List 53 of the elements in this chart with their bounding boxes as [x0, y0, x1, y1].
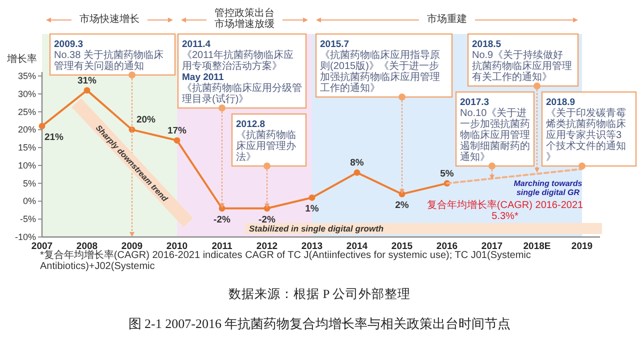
annotation: 2012.8 《抗菌药物临床应用管理办法》 [236, 119, 296, 163]
point [84, 87, 90, 94]
x-tick-label: 2019 [571, 241, 593, 252]
annotation: 2018.9 《关于印发碳青霉烯类抗菌药物临床应用专家共识等3个技术文件的通知》 [546, 97, 626, 163]
y-tick-label: 25% [18, 106, 36, 117]
text: *复合年均增长率(CAGR) 2016-2021 indicates CAGR of TC J(Antiinfectives for systemic use); TC J01(Systemic Antibiotics)+J02(Systemic [40, 249, 531, 272]
annotation: 2018.5 No.9《关于持续做好抗菌药物临床应用管理有关工作的通知》 [472, 39, 572, 83]
y-tick-label: 30% [18, 88, 36, 99]
data-label: 21% [44, 132, 64, 144]
data-label: 5% [440, 168, 454, 180]
x-tick-label: 2014 [346, 241, 368, 252]
y-tick-label: 0% [22, 196, 36, 206]
x-tick-label: 2016 [436, 241, 458, 252]
annotation: 2015.7 《抗菌药物临床应用指导原则(2015版)》《关于进一步加强抗菌药物临床应用管理工作的通知》 [320, 39, 440, 94]
annotation: 2009.3 No.38 关于抗菌药物临床管理有关问题的通知 [54, 39, 164, 72]
x-tick-label: 2015 [391, 241, 414, 252]
annotation: Stabilized in single digital growth [249, 224, 384, 234]
y-tick-label: 35% [18, 71, 36, 81]
y-tick-label: 20% [18, 124, 36, 135]
point [308, 194, 316, 201]
point [38, 122, 46, 130]
x-tick-label: 2018E [523, 241, 551, 252]
data-label: 2% [395, 200, 410, 212]
data-label: -2% [214, 214, 231, 226]
data-label: 20% [136, 114, 156, 126]
y-axis-title: 增长率 [6, 53, 37, 65]
y-tick-label: -10% [14, 232, 36, 242]
point [354, 169, 360, 176]
point [174, 137, 180, 144]
x-tick-label: 2013 [301, 241, 323, 252]
annotation: 2017.3 No.10《关于进一步加强抗菌药物临床应用管理遏制细菌耐药的通知》 [460, 97, 530, 163]
y-tick-label: 15% [18, 142, 36, 153]
x-tick-label: 2017 [481, 241, 503, 252]
band-label: 市场快速增长 [80, 13, 140, 25]
annotation: Marching towards single digital GR [514, 179, 583, 197]
annotation: 2011.4 《2011年抗菌药物临床应用专项整治活动方案》 May 2011 《抗菌药物临床应用分级管理目录(试行)》 [182, 39, 302, 105]
y-tick-label: 10% [18, 160, 36, 170]
x-tick-label: 2009 [121, 241, 143, 252]
x-tick-label: 2010 [166, 241, 188, 252]
band-label: 市场重建 [427, 13, 467, 25]
annotation: 复合年均增长率(CAGR) 2016-2021 5.3%* [426, 199, 584, 222]
data-label: -2% [258, 214, 276, 226]
data-label: 1% [305, 204, 320, 215]
x-tick-label: 2012 [256, 241, 278, 252]
band-label: 管控政策出台市场增速放缓 [214, 7, 274, 30]
data-label: 31% [77, 75, 98, 86]
source-note: 数据来源：根据 P 公司外部整理 [228, 287, 410, 301]
y-tick-label: -5% [20, 214, 36, 224]
x-tick-label: 2011 [212, 241, 234, 252]
data-label: 8% [350, 158, 364, 169]
data-label: 17% [167, 125, 188, 136]
y-tick-label: 5% [22, 178, 36, 188]
text: 图 2-1 2007-2016 年抗菌药物复合均增长率与相关政策出台时间节点 [128, 316, 511, 331]
